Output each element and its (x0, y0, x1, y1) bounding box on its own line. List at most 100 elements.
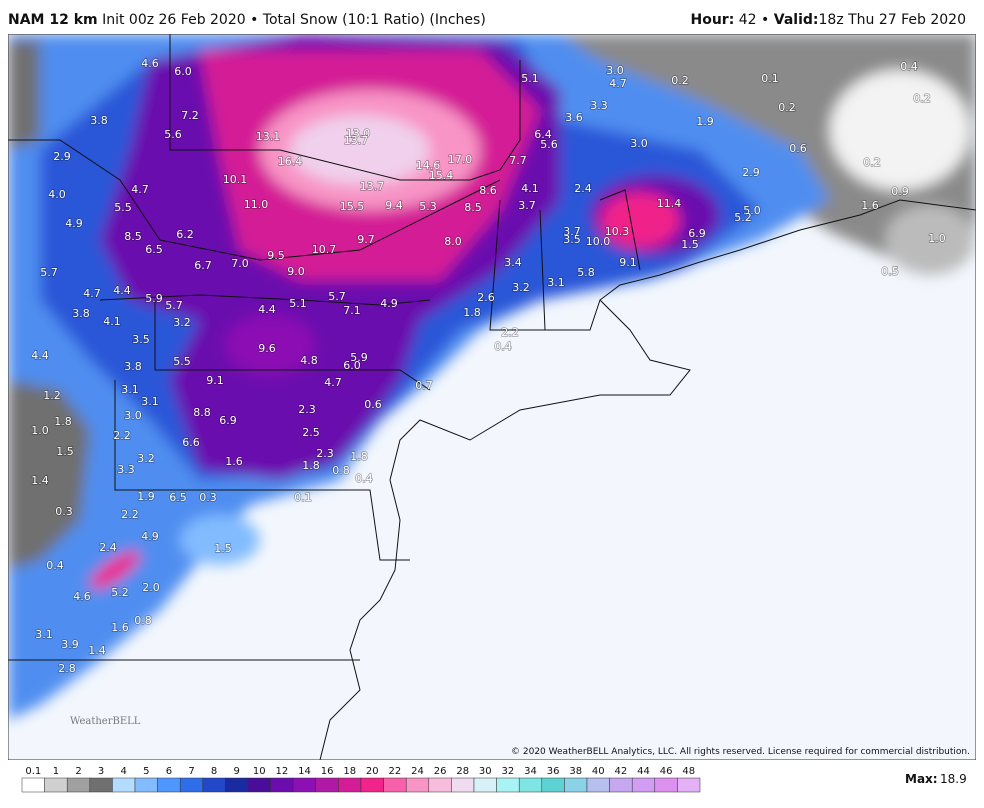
snow-label: 3.0 (606, 64, 624, 77)
legend-tick: 2 (75, 766, 81, 777)
snow-label: 3.2 (137, 452, 155, 465)
snow-label: 4.9 (141, 530, 159, 543)
legend-tick: 8 (211, 766, 217, 777)
legend-tick: 3 (98, 766, 104, 777)
valid: 18z Thu 27 Feb 2020 (818, 12, 967, 28)
snow-label: 2.3 (316, 447, 334, 460)
snow-label: 3.5 (132, 333, 150, 346)
max-label: Max: (905, 772, 938, 786)
legend-tick: 7 (188, 766, 194, 777)
legend: 0.1 1 2 3 4 5 6 7 8 9 10 12 14 16 18 20 22 24 26 28 30 32 34 36… (21, 766, 701, 793)
snow-label: 8.8 (193, 406, 211, 419)
snow-label: 3.1 (121, 383, 139, 396)
snow-label: 3.8 (72, 307, 90, 320)
snow-label: 7.2 (181, 109, 199, 122)
snow-label: 3.1 (35, 628, 53, 641)
snow-label: 1.8 (54, 415, 72, 428)
legend-tick: 42 (615, 766, 628, 777)
snow-label: 8.5 (464, 201, 482, 214)
snow-label: 3.2 (512, 281, 530, 294)
legend-tick: 48 (682, 766, 695, 777)
snow-label: 2.2 (113, 429, 131, 442)
snow-label: 1.8 (463, 306, 481, 319)
legend-swatch (631, 777, 656, 793)
legend-tick: 28 (456, 766, 469, 777)
snow-label: 4.1 (103, 315, 121, 328)
separator: • (761, 12, 770, 28)
legend-tick: 24 (411, 766, 424, 777)
snow-label: 2.8 (58, 662, 76, 675)
snow-label: 8.0 (444, 235, 462, 248)
snow-label: 6.4 (534, 128, 552, 141)
legend-swatch (66, 777, 91, 793)
snow-label: 11.0 (244, 198, 269, 211)
legend-tick: 40 (592, 766, 605, 777)
snow-label: 6.0 (174, 65, 192, 78)
legend-swatch (21, 777, 45, 793)
snow-label: 4.8 (300, 354, 318, 367)
snow-label: 7.1 (343, 304, 361, 317)
snow-label: 4.0 (48, 188, 66, 201)
snow-label: 0.8 (332, 464, 350, 477)
snow-label: 6.9 (688, 227, 706, 240)
snow-label: 1.9 (696, 115, 714, 128)
legend-swatch (383, 777, 407, 793)
snow-label: 2.3 (298, 403, 316, 416)
legend-tick: 38 (569, 766, 582, 777)
hour-label: Hour: (690, 12, 735, 28)
snow-label: 3.0 (630, 137, 648, 150)
legend-tick: 6 (166, 766, 172, 777)
valid-label: Valid: (773, 12, 819, 28)
snow-label: 9.1 (206, 374, 224, 387)
snow-label: 1.5 (681, 238, 699, 251)
legend-swatch (518, 777, 543, 793)
snow-label: 3.9 (61, 638, 79, 651)
snow-label: 8.5 (124, 230, 142, 243)
hour: 42 (738, 12, 757, 28)
snow-label: 3.0 (124, 409, 142, 422)
legend-swatch (609, 777, 633, 793)
legend-tick: 1 (53, 766, 59, 777)
snow-label: 9.1 (619, 256, 637, 269)
snow-label: 13.1 (256, 130, 281, 143)
snow-label: 3.1 (141, 395, 159, 408)
snow-field (8, 34, 976, 760)
legend-swatch (292, 777, 317, 793)
legend-swatch (654, 777, 678, 793)
snow-label: 2.4 (99, 541, 117, 554)
snow-label: 7.0 (231, 257, 249, 270)
snow-label: 5.9 (145, 292, 163, 305)
header-right: Hour: 42 • Valid:18z Thu 27 Feb 2020 (691, 12, 967, 28)
legend-tick: 10 (253, 766, 266, 777)
snow-label: 0.4 (46, 559, 64, 572)
snow-label: 0.7 (415, 379, 433, 392)
snow-label: 2.5 (302, 426, 320, 439)
snow-label: 1.8 (350, 450, 368, 463)
legend-tick: 12 (276, 766, 289, 777)
snow-label: 2.2 (501, 326, 519, 339)
snow-label: 5.3 (419, 200, 437, 213)
snow-label: 7.7 (509, 154, 527, 167)
snow-label: 3.8 (90, 114, 108, 127)
snow-label: 3.8 (124, 360, 142, 373)
snow-label: 4.1 (521, 182, 539, 195)
snow-label: 6.2 (176, 228, 194, 241)
snow-label: 5.5 (173, 355, 191, 368)
snow-label: 3.3 (590, 99, 608, 112)
legend-swatch (677, 777, 701, 793)
snow-label: 0.3 (199, 491, 217, 504)
snow-label: 4.7 (83, 287, 101, 300)
snow-label: 4.9 (380, 297, 398, 310)
snow-label: 6.5 (145, 243, 163, 256)
legend-tick: 14 (298, 766, 311, 777)
snow-label: 2.6 (477, 291, 495, 304)
snow-label: 0.2 (913, 92, 931, 105)
snow-label: 3.1 (547, 276, 565, 289)
snow-label: 1.5 (214, 542, 232, 555)
header-left: NAM 12 km Init 00z 26 Feb 2020 • Total S… (8, 12, 486, 28)
snow-label: 6.7 (194, 259, 212, 272)
legend-swatch (157, 777, 181, 793)
snow-label: 13.7 (344, 134, 369, 147)
snow-label: 6.5 (169, 491, 187, 504)
snow-label: 0.6 (789, 142, 807, 155)
